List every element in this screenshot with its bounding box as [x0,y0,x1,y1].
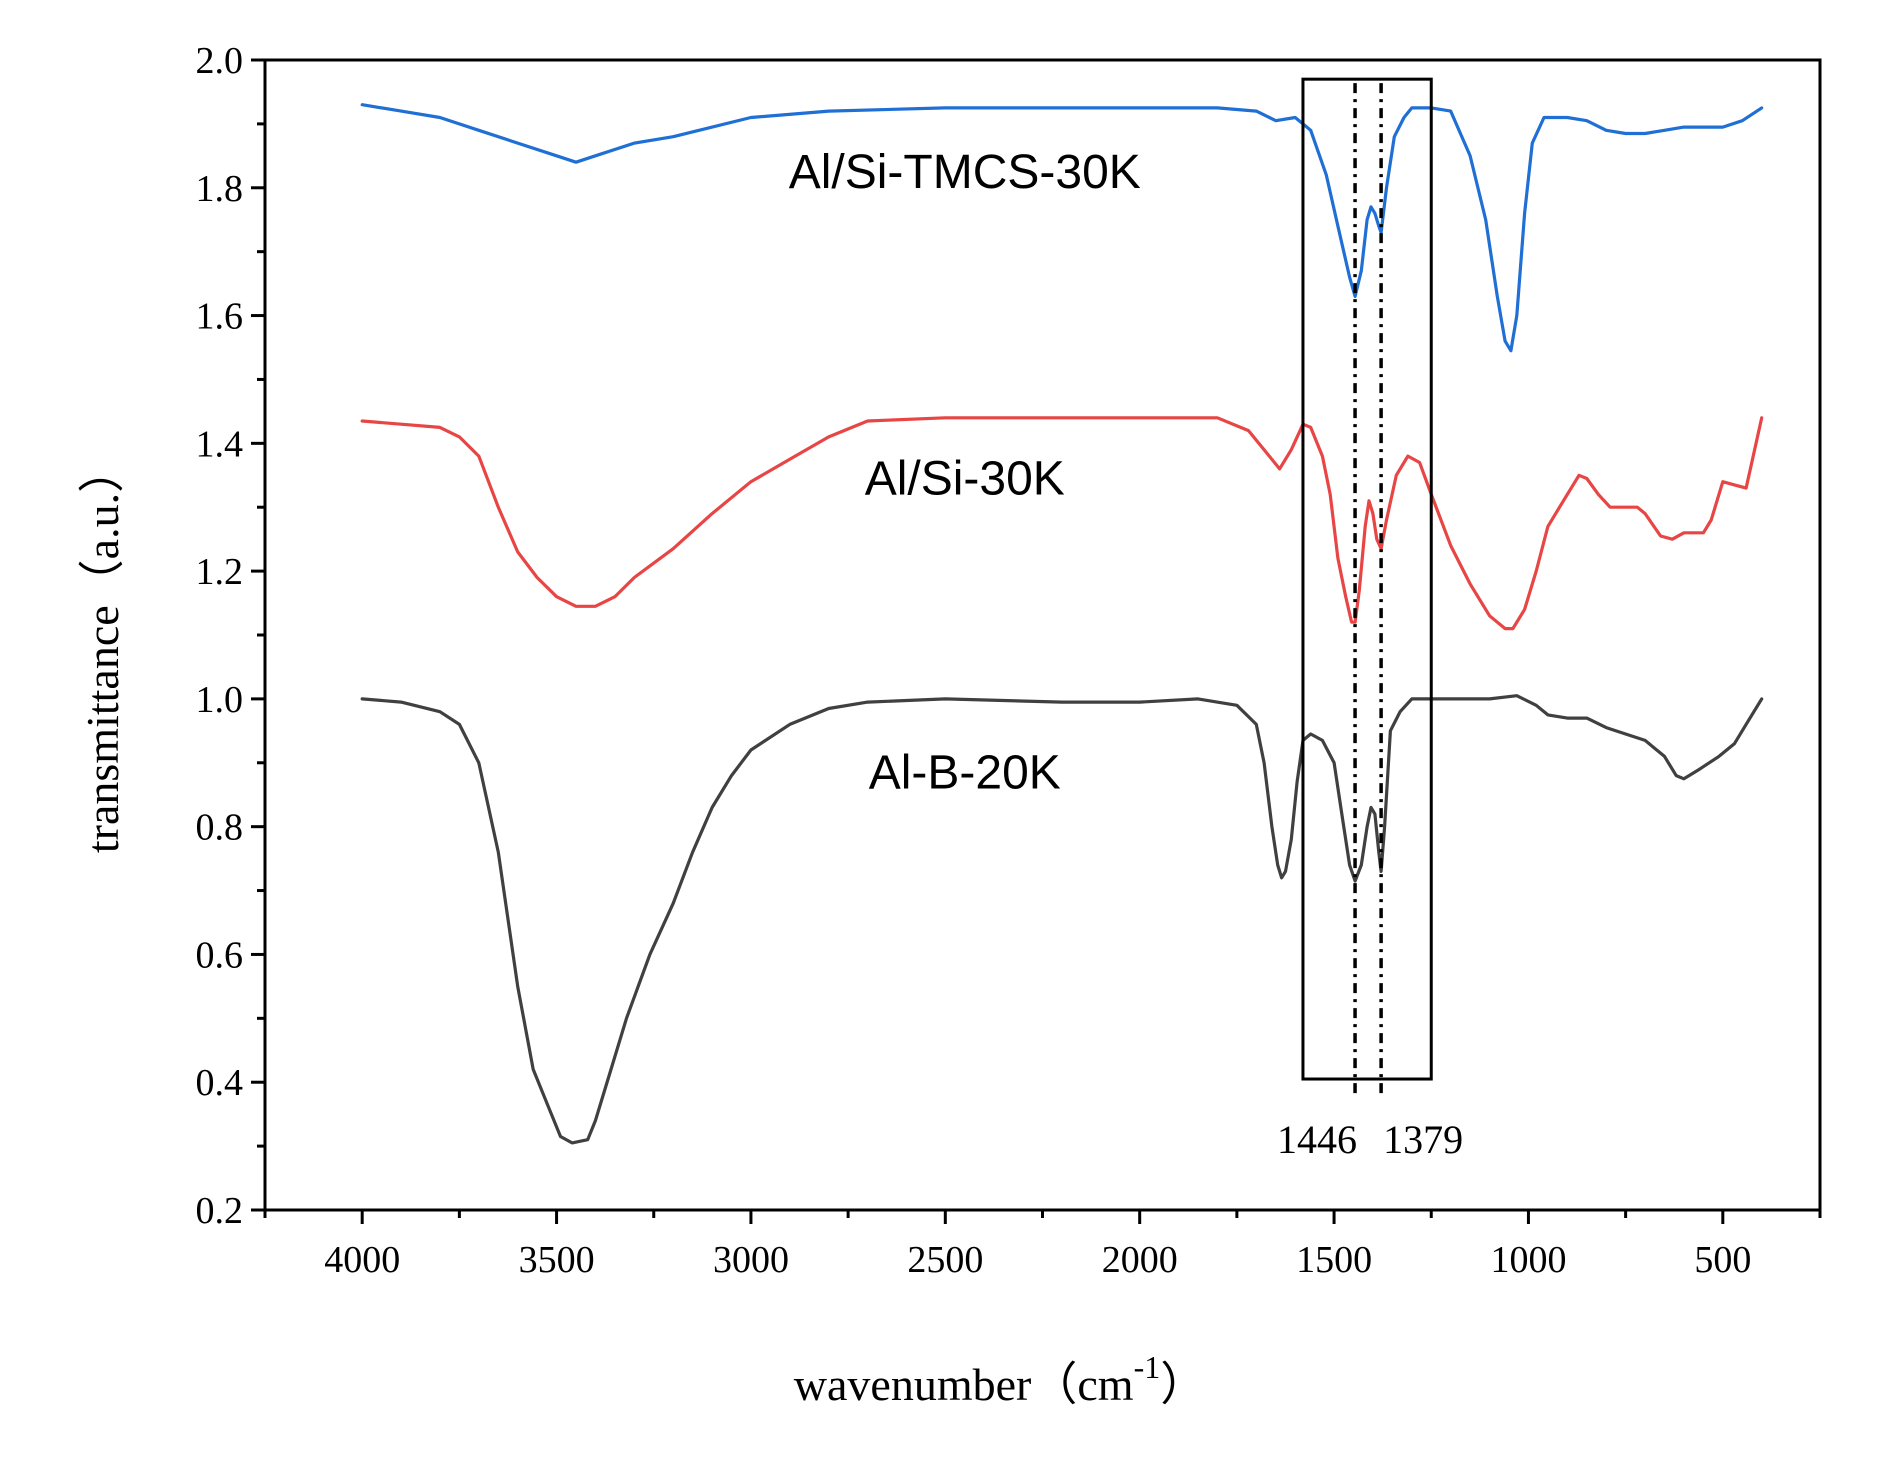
x-tick-label: 4000 [324,1239,400,1281]
x-tick-label: 3000 [713,1239,789,1281]
y-tick-label: 1.2 [196,551,244,593]
y-tick-label: 1.0 [196,679,244,721]
series-layer [360,103,1764,1145]
y-tick-label: 0.4 [196,1062,244,1104]
annotation-box [1301,77,1433,1081]
y-axis-title: transmittance（a.u.） [77,447,128,853]
y-tick-label: 1.8 [196,168,244,210]
x-tick-label: 2500 [907,1239,983,1281]
x-tick-label: 2000 [1102,1239,1178,1281]
x-tick-label: 3500 [519,1239,595,1281]
series-label-al-si-tmcs-30k: Al/Si-TMCS-30K [789,146,1141,199]
y-tick-label: 0.6 [196,934,244,976]
y-tick-label: 1.6 [196,296,244,338]
series-label-al-b-20k: Al-B-20K [869,746,1061,799]
y-tick-label: 1.4 [196,423,244,465]
series-line-al-si-30k [360,416,1764,631]
y-tick-label: 0.2 [196,1190,244,1232]
tick-layer [251,58,1822,1224]
series-line-al-si-tmcs-30k [360,103,1764,353]
marker-label-1379: 1379 [1383,1117,1463,1162]
label-layer: 4000 3500 3000 2500 2000 1500 1000 500 0.2 0.4 0.6… [196,40,1752,1281]
x-axis-title: wavenumber（cm-1） [794,1349,1206,1410]
plot-frame [263,58,1822,1212]
marker-label-1446: 1446 [1277,1117,1357,1162]
series-line-al-b-20k [360,694,1764,1145]
y-tick-label: 2.0 [196,40,244,82]
x-tick-label: 500 [1694,1239,1751,1281]
annotation-layer [1301,77,1433,1100]
x-tick-label: 1000 [1490,1239,1566,1281]
plot-border [263,58,1822,1212]
y-tick-label: 0.8 [196,807,244,849]
series-label-al-si-30k: Al/Si-30K [865,452,1065,505]
x-tick-label: 1500 [1296,1239,1372,1281]
